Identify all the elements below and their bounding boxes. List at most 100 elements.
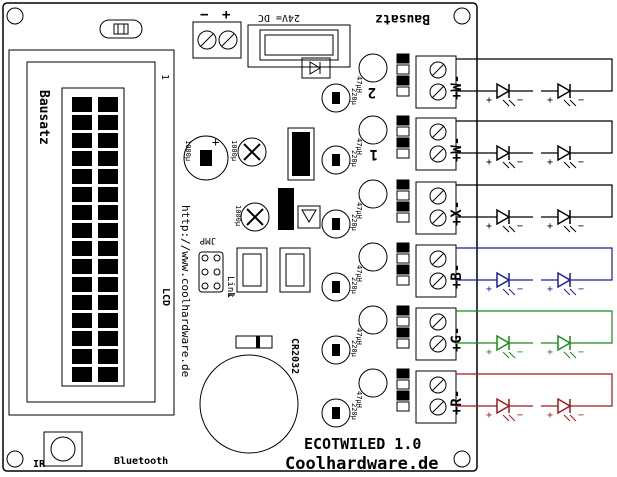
mosfet-pad [396,327,410,338]
mounting-hole-bl [6,450,24,468]
led-icon [557,144,572,162]
connector-1 [236,247,268,293]
led-emission-arrow [502,288,510,296]
mosfet-pad [396,148,410,159]
lcd-char-cell [98,367,118,382]
lcd-char-cell [98,133,118,148]
led-emission-arrow [569,414,577,422]
led-minus-label: − [517,221,523,232]
terminal-screw [429,398,447,416]
terminal-screw-slot [431,252,445,266]
mosfet-pad [396,53,410,64]
capacitor-large-1: + [183,135,229,181]
inductor [358,305,388,335]
led-wire-top [456,310,613,344]
lcd-char-cell [72,151,92,166]
terminal-screw-slot [431,400,445,414]
led-icon [557,334,572,352]
fuse [247,24,351,68]
mosfet-pad [396,115,410,126]
led-minus-label: − [578,221,584,232]
capacitor-x-2 [240,202,270,232]
mosfet-pad [396,75,410,86]
mosfet-pad [396,137,410,148]
lcd-char-cell [72,331,92,346]
lcd-char-cell [72,97,92,112]
led-emission-arrow [563,414,571,422]
led-minus-label: − [578,95,584,106]
mounting-hole-tl [6,7,24,25]
jumper [198,251,224,293]
terminal-block [415,181,457,235]
led-plus-label: + [547,221,553,232]
terminal-screw [429,313,447,331]
led-plus-label: + [547,157,553,168]
capacitor-small-label: 220µ [350,88,358,106]
battery-holder [199,354,299,454]
led-emission-arrow [569,288,577,296]
channel-label: +W- [449,75,465,100]
terminal-screw-slot [431,85,445,99]
terminal-block [415,370,457,424]
capacitor-small-label: 220µ [350,340,358,358]
board-outline [2,2,478,472]
terminal-screw [429,187,447,205]
board-website: Coolhardware.de [285,454,439,474]
channel-number-1: 1 [370,146,378,162]
led-icon [496,144,511,162]
led-emission-arrow [502,161,510,169]
led-icon [496,208,511,226]
channel-label: +W- [449,137,465,162]
led-wire-top [456,58,613,92]
mosfet-pad [396,242,410,253]
channel-number-2: 2 [368,84,376,100]
lcd-char-cell [98,277,118,292]
led-plus-label: + [547,410,553,421]
lcd-char-cell [72,187,92,202]
website-url-label: http://www.coolhardware.de [179,205,192,377]
lcd-char-cell [72,259,92,274]
capacitor-small [321,398,351,428]
terminal-screw-slot [431,315,445,329]
capacitor-x-1 [237,137,267,167]
lcd-char-cell [98,259,118,274]
mounting-hole-br [453,450,471,468]
lcd-char-cell [72,367,92,382]
capacitor-x-1-label: 1000µ [230,140,238,162]
led-minus-label: − [517,284,523,295]
mosfet-pad [396,201,410,212]
mosfet-pad [396,305,410,316]
led-emission-arrow [508,225,516,233]
led-minus-label: − [517,157,523,168]
lcd-pin1-label: 1 [159,74,170,80]
led-wire-top [456,120,613,154]
jumper-pin-label: 1 [225,292,235,297]
mosfet-pad [396,86,410,97]
battery-label: CR2032 [289,338,300,374]
led-wire-top [456,373,613,407]
ir-receiver [43,431,83,467]
lcd-char-cell [98,241,118,256]
capacitor-small [321,83,351,113]
lcd-char-cell [98,151,118,166]
small-diode [235,335,273,349]
led-plus-label: + [486,347,492,358]
led-minus-label: − [578,410,584,421]
terminal-screw-slot [431,125,445,139]
lcd-char-cell [72,349,92,364]
mosfet-pad [396,379,410,390]
terminal-screw [429,376,447,394]
led-icon [496,82,511,100]
mosfet-pad [396,253,410,264]
board-title: ECOTWILED 1.0 [304,435,421,453]
mosfet-pad [396,64,410,75]
inductor-label: 47µH [355,76,363,93]
crystal-oscillator [99,19,143,39]
lcd-char-cell [98,97,118,112]
led-plus-label: + [547,284,553,295]
led-icon [557,397,572,415]
